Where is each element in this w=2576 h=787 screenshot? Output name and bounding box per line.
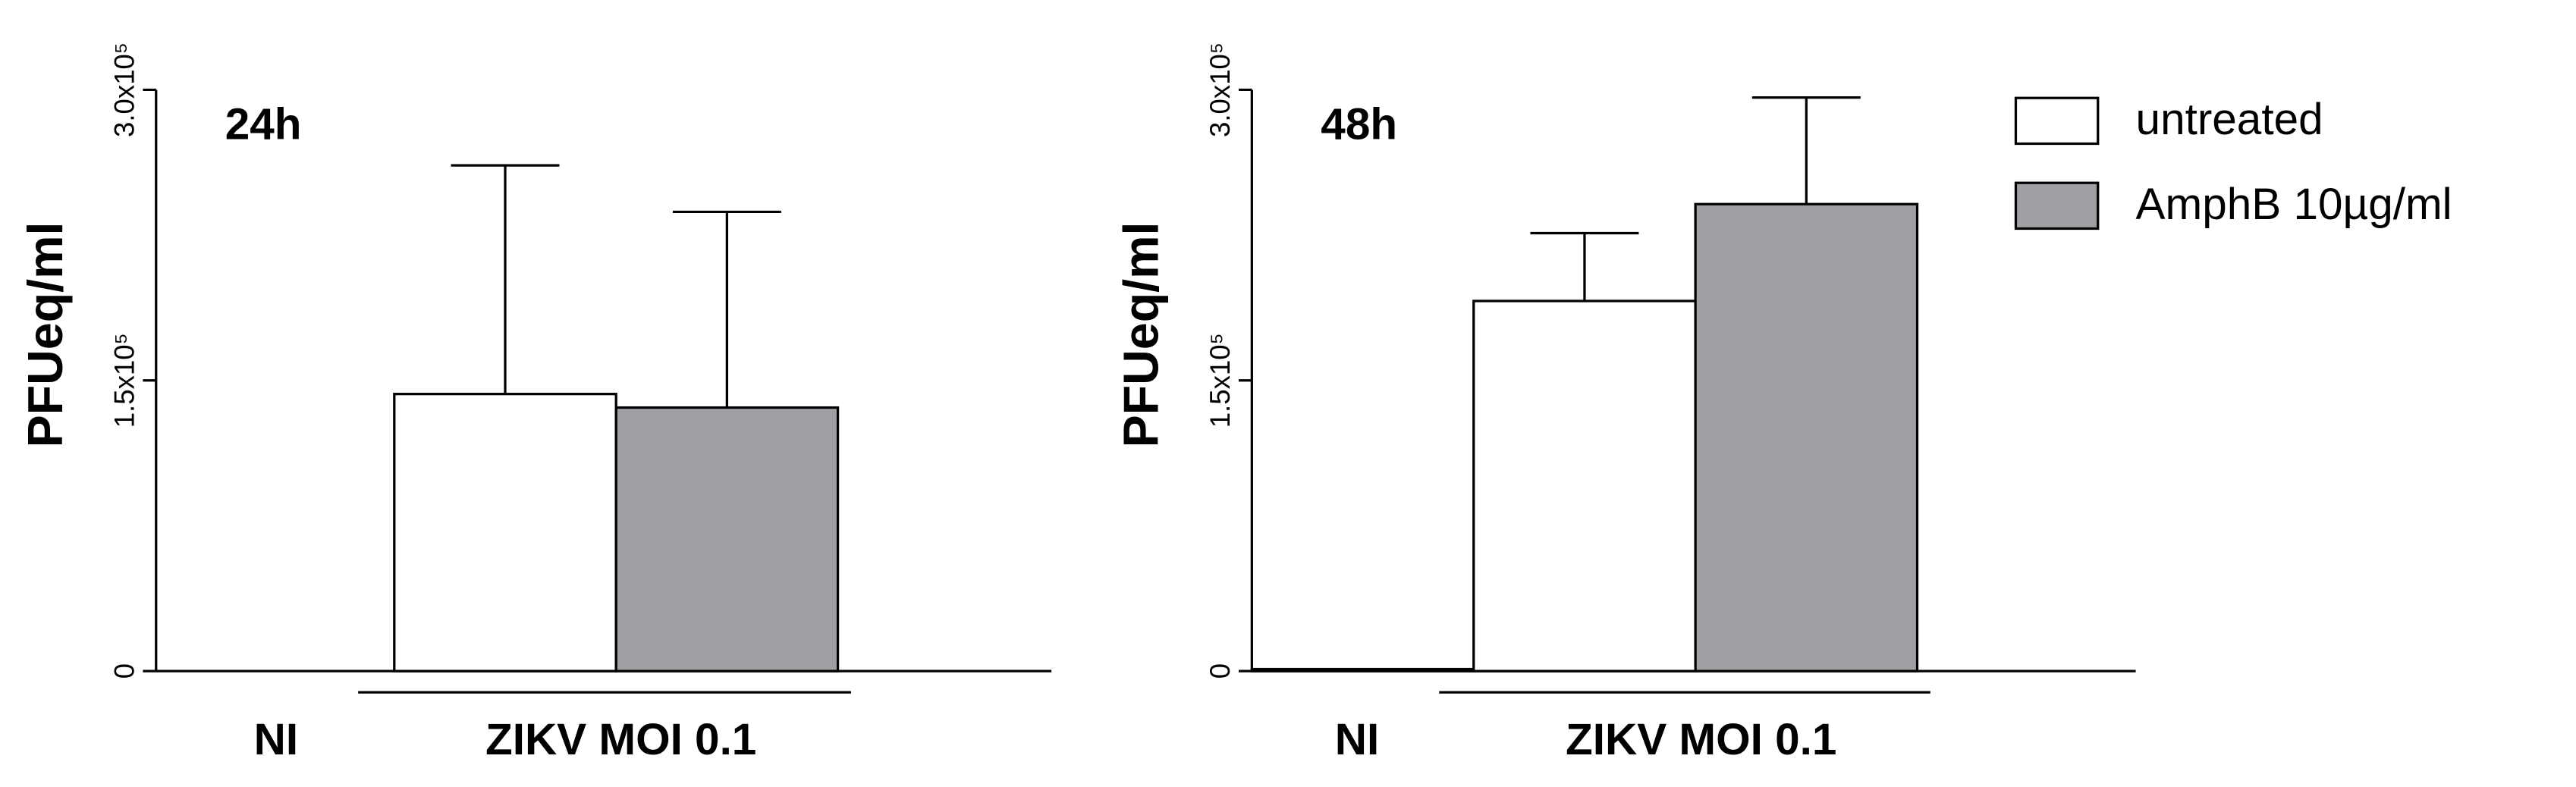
bar — [614, 406, 840, 673]
panel-label: 24h — [225, 99, 302, 149]
x-tick-label: ZIKV MOI 0.1 — [485, 715, 756, 764]
bar — [1472, 299, 1697, 673]
x-tick-label: NI — [1335, 715, 1379, 764]
x-tick-label: NI — [254, 715, 298, 764]
legend-label: untreated — [2136, 95, 2323, 144]
y-tick-label: 0 — [108, 663, 140, 679]
y-tick-label: 0 — [1205, 663, 1236, 679]
legend-swatch — [2014, 181, 2100, 230]
y-tick-label: 3.0x10⁵ — [1205, 42, 1236, 137]
y-tick-label: 3.0x10⁵ — [108, 42, 140, 137]
x-tick-label: ZIKV MOI 0.1 — [1566, 715, 1836, 764]
panel-label: 48h — [1321, 99, 1397, 149]
y-axis-label: PFUeq/ml — [1114, 222, 1169, 448]
legend-label: AmphB 10µg/ml — [2136, 180, 2452, 229]
bar — [1250, 667, 1475, 673]
y-tick-label: 1.5x10⁵ — [108, 333, 140, 428]
y-tick-label: 1.5x10⁵ — [1205, 333, 1236, 428]
y-axis-label: PFUeq/ml — [17, 222, 73, 448]
bar — [1694, 202, 1919, 673]
bar — [393, 393, 617, 673]
legend-swatch — [2014, 96, 2100, 146]
